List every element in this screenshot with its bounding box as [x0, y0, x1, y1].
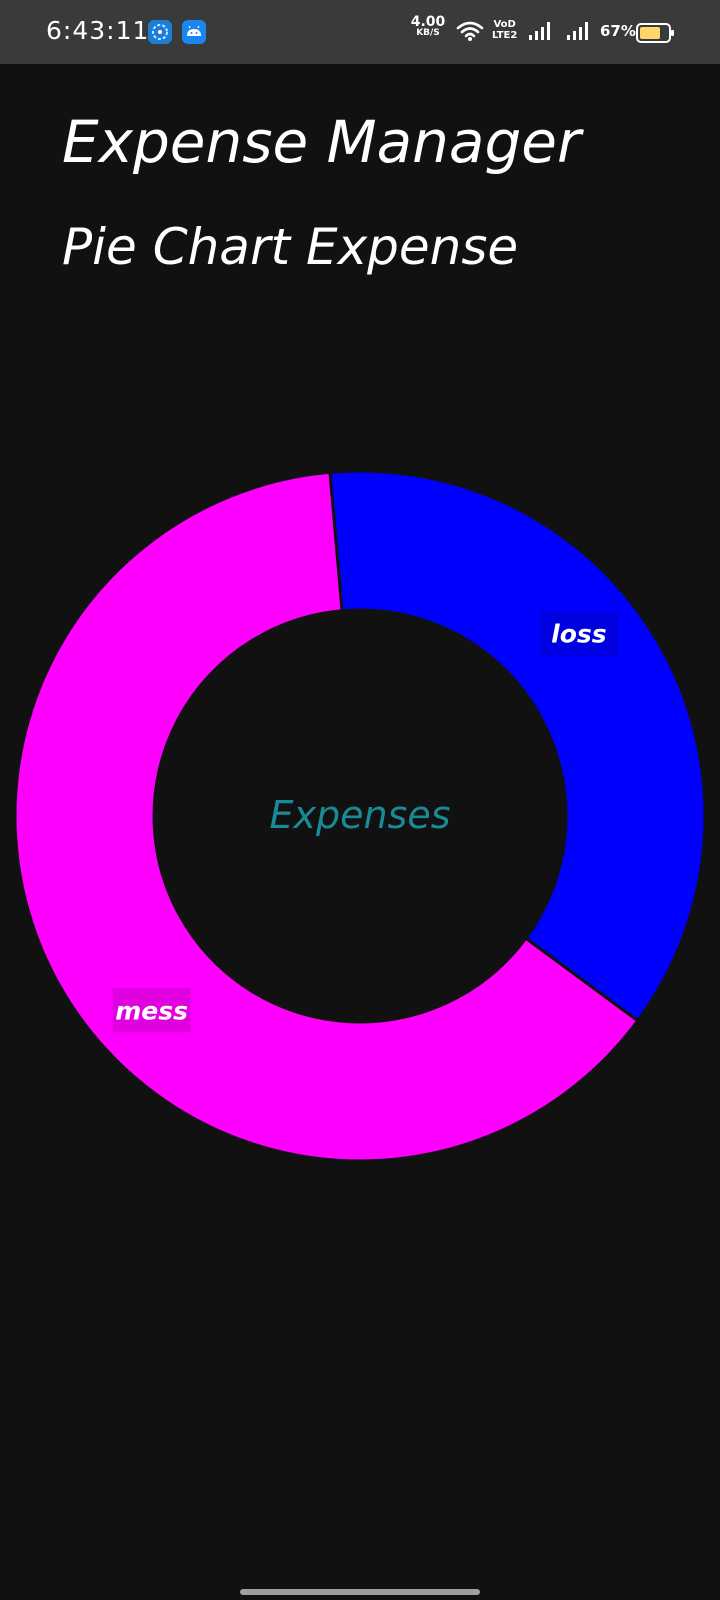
- status-time: 6:43:11: [46, 16, 150, 45]
- volte-bottom-text: LTE2: [492, 30, 518, 41]
- slice-label-background: [112, 988, 191, 1033]
- donut-hole: [154, 610, 566, 1022]
- expense-pie-chart[interactable]: loss mess Expenses: [0, 470, 720, 1190]
- network-speed-value: 4.00: [410, 14, 446, 30]
- slice-label-loss: loss: [551, 620, 607, 649]
- battery-icon: [636, 22, 676, 48]
- pie-chart-svg[interactable]: loss mess Expenses: [0, 470, 720, 1190]
- volte-icon: VoD LTE2: [492, 19, 517, 41]
- slice-labels: loss mess: [112, 611, 618, 1033]
- slice-label-background: [539, 611, 618, 656]
- app-title: Expense Manager: [62, 108, 581, 176]
- chart-center-label: Expenses: [269, 793, 450, 837]
- status-bar: 6:43:11 4.00 KB/S: [0, 0, 720, 64]
- wifi-icon: [456, 20, 484, 46]
- chart-heading: Pie Chart Expense: [62, 218, 519, 276]
- home-indicator[interactable]: [240, 1589, 480, 1595]
- slice-label-mess: mess: [115, 996, 188, 1025]
- app-notification-icon: [148, 20, 172, 44]
- network-speed-unit: KB/S: [416, 28, 440, 38]
- signal-strength-icon: [528, 20, 554, 46]
- network-speed: 4.00 KB/S: [410, 14, 446, 38]
- signal-strength-icon: [566, 20, 592, 46]
- android-icon: [182, 20, 206, 44]
- battery-percentage: 67%: [600, 22, 636, 40]
- volte-top-text: VoD: [493, 19, 516, 30]
